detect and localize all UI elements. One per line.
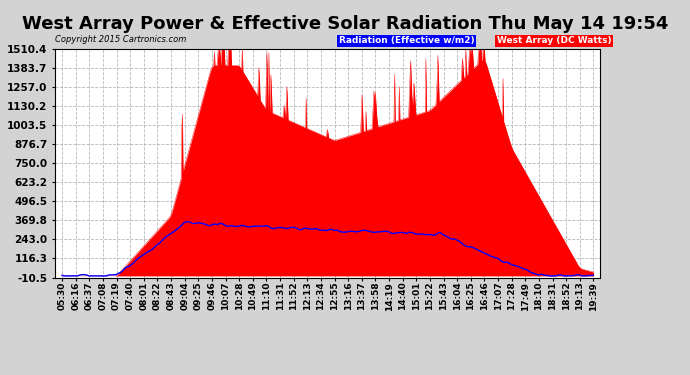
Text: Copyright 2015 Cartronics.com: Copyright 2015 Cartronics.com (55, 35, 186, 44)
Text: West Array Power & Effective Solar Radiation Thu May 14 19:54: West Array Power & Effective Solar Radia… (22, 15, 668, 33)
Text: West Array (DC Watts): West Array (DC Watts) (497, 36, 611, 45)
Text: Radiation (Effective w/m2): Radiation (Effective w/m2) (339, 36, 474, 45)
